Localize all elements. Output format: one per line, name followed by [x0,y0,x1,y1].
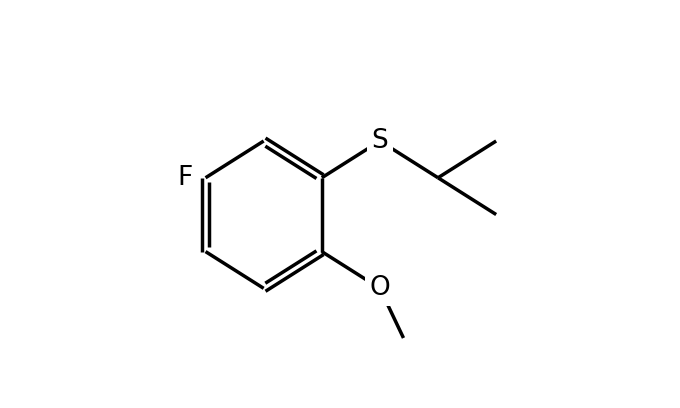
Text: O: O [369,275,390,302]
Text: S: S [371,128,388,154]
Text: F: F [177,165,192,191]
